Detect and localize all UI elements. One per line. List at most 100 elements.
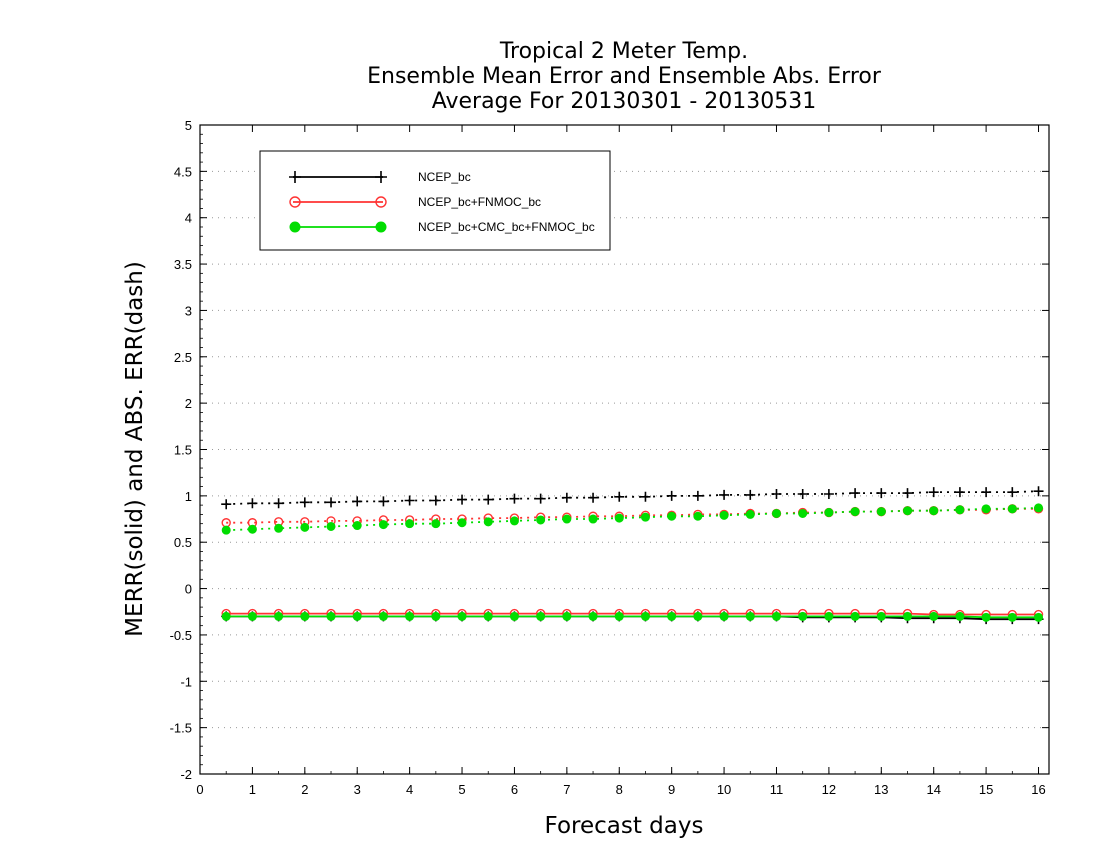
filled-circle-marker	[300, 611, 310, 621]
filled-circle-marker	[981, 612, 991, 622]
y-tick-label: 4.5	[174, 164, 192, 179]
plus-marker	[561, 492, 572, 503]
y-tick-label: -2	[180, 767, 192, 782]
filled-circle-marker	[483, 517, 493, 527]
plus-marker	[289, 171, 301, 183]
y-tick-label: 1	[185, 489, 192, 504]
plus-marker	[902, 488, 913, 499]
plus-marker	[221, 499, 232, 510]
x-axis-label: Forecast days	[545, 813, 704, 839]
filled-circle-marker	[667, 511, 677, 521]
x-tick-label: 15	[979, 782, 993, 797]
filled-circle-marker	[562, 611, 572, 621]
y-tick-label: -0.5	[170, 628, 192, 643]
filled-circle-marker	[903, 611, 912, 621]
filled-circle-marker	[326, 521, 336, 531]
abs-err-line	[226, 490, 1039, 506]
filled-circle-marker	[955, 611, 965, 621]
filled-circle-marker	[509, 516, 519, 526]
y-tick-label: 5	[185, 118, 192, 133]
filled-circle-marker	[457, 518, 467, 528]
y-tick-label: 1.5	[174, 443, 192, 458]
x-tick-label: 5	[458, 782, 465, 797]
filled-circle-marker	[955, 505, 965, 515]
filled-circle-marker	[536, 515, 546, 525]
filled-circle-marker	[771, 508, 781, 518]
filled-circle-marker	[614, 513, 624, 523]
filled-circle-marker	[876, 507, 886, 517]
plus-marker	[640, 491, 651, 502]
legend-entry-2: NCEP_bc+CMC_bc+FNMOC_bc	[289, 220, 595, 234]
grid-lines	[200, 170, 1049, 729]
filled-circle-marker	[614, 611, 624, 621]
plus-marker	[745, 489, 756, 500]
series-1	[221, 504, 1044, 620]
merr-line	[226, 615, 1039, 619]
filled-circle-marker	[876, 611, 886, 621]
filled-circle-marker	[1034, 612, 1044, 622]
y-tick-label: 0.5	[174, 535, 192, 550]
filled-circle-marker	[274, 611, 284, 621]
filled-circle-marker	[745, 509, 755, 519]
filled-circle-marker	[1007, 612, 1017, 622]
y-tick-label: 3.5	[174, 257, 192, 272]
filled-circle-marker	[457, 611, 467, 621]
title-line-1: Tropical 2 Meter Temp.	[499, 39, 748, 64]
filled-circle-marker	[378, 520, 388, 530]
filled-circle-marker	[798, 508, 808, 518]
filled-circle-marker	[352, 611, 362, 621]
plus-marker	[928, 487, 939, 498]
x-tick-label: 2	[301, 782, 308, 797]
filled-circle-marker	[1007, 504, 1017, 514]
legend-label: NCEP_bc+FNMOC_bc	[418, 195, 541, 209]
y-tick-label: 3	[185, 303, 192, 318]
filled-circle-marker	[693, 511, 703, 521]
open-circle-marker	[289, 196, 301, 208]
filled-circle-marker	[221, 525, 231, 535]
plus-marker	[247, 498, 258, 509]
legend-label: NCEP_bc	[418, 170, 471, 184]
plus-marker	[378, 496, 389, 507]
legend-entry-0: NCEP_bc	[289, 170, 471, 184]
filled-circle-marker	[588, 514, 598, 524]
y-tick-label: -1	[180, 674, 192, 689]
filled-circle-marker	[929, 506, 939, 516]
series-2	[221, 503, 1044, 622]
filled-circle-marker	[850, 611, 860, 621]
plus-marker	[876, 488, 887, 499]
filled-circle-marker	[536, 611, 546, 621]
x-tick-label: 3	[354, 782, 361, 797]
x-tick-label: 12	[822, 782, 836, 797]
plus-marker	[588, 492, 599, 503]
plus-marker	[850, 488, 861, 499]
filled-circle-marker	[719, 611, 729, 621]
filled-circle-marker	[640, 512, 650, 522]
filled-circle-marker	[405, 611, 415, 621]
open-circle-marker	[375, 196, 387, 208]
plus-marker	[273, 498, 284, 509]
y-tick-label: -1.5	[170, 721, 192, 736]
x-tick-label: 9	[668, 782, 675, 797]
filled-circle-marker	[562, 514, 572, 524]
filled-circle-marker	[929, 611, 939, 621]
plus-marker	[797, 489, 808, 500]
abs-err-line	[226, 507, 1039, 532]
filled-circle-marker	[719, 510, 729, 520]
filled-circle-marker	[221, 611, 231, 621]
plus-marker	[666, 490, 677, 501]
x-tick-label: 1	[249, 782, 256, 797]
axis-ticks: -2-1.5-1-0.500.511.522.533.544.550 1 2 3 4 5 6…	[170, 118, 1049, 797]
filled-circle-marker	[667, 611, 677, 621]
filled-circle-marker	[289, 221, 301, 233]
y-axis-label: MERR(solid) and ABS. ERR(dash)	[122, 261, 148, 637]
x-tick-label: 4	[406, 782, 413, 797]
x-tick-label: 16	[1031, 782, 1045, 797]
filled-circle-marker	[375, 221, 387, 233]
series-layer	[221, 486, 1044, 625]
x-tick-label: 11	[770, 782, 784, 797]
filled-circle-marker	[405, 519, 415, 529]
filled-circle-marker	[824, 508, 834, 518]
filled-circle-marker	[824, 611, 834, 621]
plus-marker	[954, 487, 965, 498]
